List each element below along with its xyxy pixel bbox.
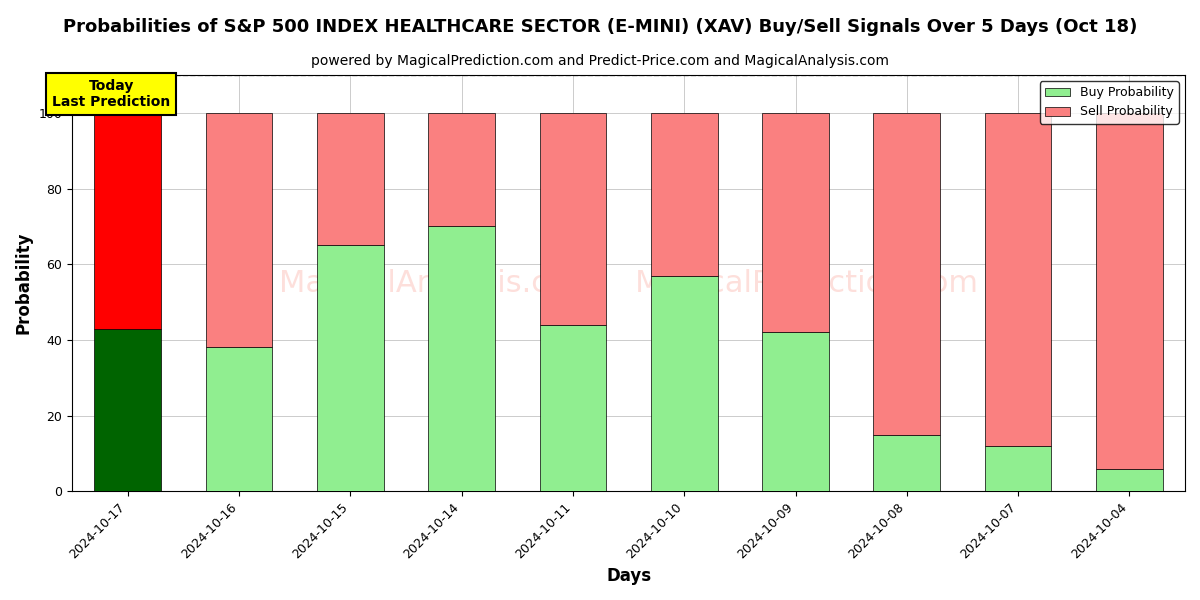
Bar	[205, 113, 272, 347]
Bar	[985, 113, 1051, 446]
Bar	[317, 113, 384, 245]
Text: Today
Last Prediction: Today Last Prediction	[52, 79, 170, 109]
Bar	[95, 329, 161, 491]
Bar	[650, 275, 718, 491]
Legend: Buy Probability, Sell Probability: Buy Probability, Sell Probability	[1040, 81, 1178, 124]
X-axis label: Days: Days	[606, 567, 652, 585]
Y-axis label: Probability: Probability	[16, 232, 34, 334]
Bar	[95, 113, 161, 329]
Text: MagicalAnalysis.com    MagicalPrediction.com: MagicalAnalysis.com MagicalPrediction.co…	[280, 269, 978, 298]
Text: powered by MagicalPrediction.com and Predict-Price.com and MagicalAnalysis.com: powered by MagicalPrediction.com and Pre…	[311, 54, 889, 68]
Bar	[874, 434, 940, 491]
Bar	[874, 113, 940, 434]
Bar	[1096, 113, 1163, 469]
Bar	[540, 325, 606, 491]
Bar	[650, 113, 718, 275]
Bar	[428, 113, 496, 226]
Bar	[762, 332, 829, 491]
Bar	[540, 113, 606, 325]
Bar	[205, 347, 272, 491]
Bar	[1096, 469, 1163, 491]
Bar	[317, 245, 384, 491]
Bar	[985, 446, 1051, 491]
Bar	[762, 113, 829, 332]
Bar	[428, 226, 496, 491]
Text: Probabilities of S&P 500 INDEX HEALTHCARE SECTOR (E-MINI) (XAV) Buy/Sell Signals: Probabilities of S&P 500 INDEX HEALTHCAR…	[62, 18, 1138, 36]
